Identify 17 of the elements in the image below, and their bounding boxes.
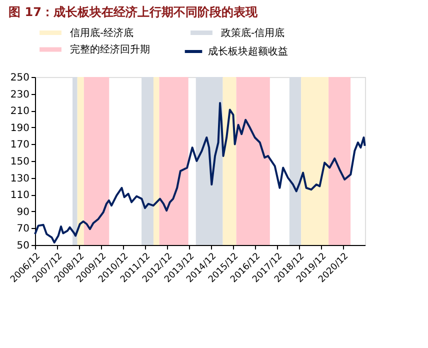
y-tick-label: 190	[10, 122, 30, 134]
legend-label: 完整的经济回升期	[70, 44, 150, 56]
y-tick-label: 90	[16, 206, 30, 218]
y-tick-label: 50	[16, 240, 30, 252]
legend-label: 成长板块超额收益	[208, 46, 288, 58]
y-tick-label: 110	[10, 190, 30, 202]
y-tick-label: 170	[10, 140, 30, 151]
line-series	[34, 102, 366, 244]
y-tick-label: 210	[10, 106, 30, 118]
legend-label: 信用底-经济底	[70, 26, 134, 39]
y-tick-label: 70	[16, 224, 30, 235]
legend-label: 政策底-信用底	[221, 26, 285, 39]
y-tick-label: 250	[10, 72, 30, 84]
y-tick-label: 230	[10, 89, 30, 100]
chart-title: 图 17：成长板块在经济上行期不同阶段的表现	[8, 5, 258, 19]
y-tick-label: 150	[10, 156, 30, 168]
y-tick-label: 130	[10, 173, 30, 184]
